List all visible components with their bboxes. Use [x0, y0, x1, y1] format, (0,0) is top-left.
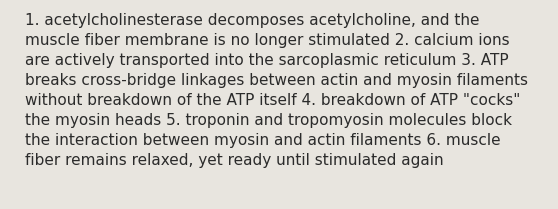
Text: 1. acetylcholinesterase decomposes acetylcholine, and the
muscle fiber membrane : 1. acetylcholinesterase decomposes acety… [25, 13, 528, 168]
